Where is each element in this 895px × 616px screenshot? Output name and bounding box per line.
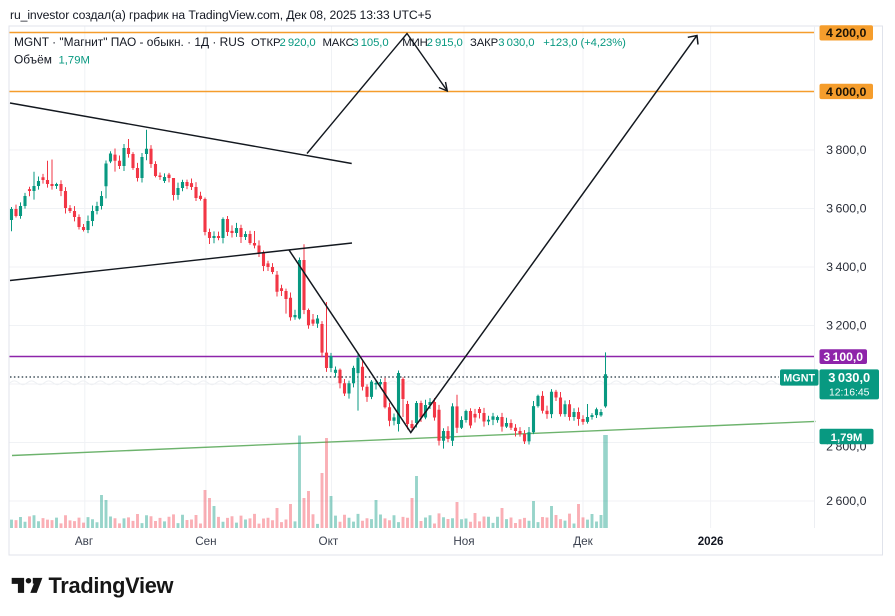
svg-text:3 200,0: 3 200,0: [826, 319, 866, 333]
svg-text:Ноя: Ноя: [453, 535, 474, 548]
svg-text:МИН: МИН: [402, 37, 427, 49]
svg-text:2 915,0: 2 915,0: [427, 37, 463, 49]
svg-text:2026: 2026: [698, 535, 724, 548]
svg-text:2 600,0: 2 600,0: [826, 494, 866, 508]
svg-text:3 800,0: 3 800,0: [826, 143, 866, 157]
svg-text:TradingView: TradingView: [49, 573, 174, 598]
svg-text:Окт: Окт: [319, 535, 339, 548]
svg-text:MGNT: MGNT: [783, 373, 815, 385]
svg-text:3 030,0: 3 030,0: [498, 37, 534, 49]
svg-text:3 600,0: 3 600,0: [826, 202, 866, 216]
svg-text:3 400,0: 3 400,0: [826, 260, 866, 274]
svg-text:1,79М: 1,79М: [831, 432, 863, 444]
svg-text:1,79М: 1,79М: [59, 55, 90, 67]
svg-text:+123,0 (+4,23%): +123,0 (+4,23%): [543, 37, 626, 49]
svg-text:Дек: Дек: [573, 535, 593, 548]
svg-text:МАКС: МАКС: [323, 37, 354, 49]
svg-text:Авг: Авг: [75, 535, 93, 548]
svg-text:3 100,0: 3 100,0: [823, 350, 863, 364]
svg-text:3 105,0: 3 105,0: [352, 37, 388, 49]
svg-text:12:16:45: 12:16:45: [829, 387, 870, 398]
svg-text:4 200,0: 4 200,0: [826, 26, 866, 40]
svg-text:ЗАКР: ЗАКР: [470, 37, 498, 49]
svg-text:Объём: Объём: [14, 53, 52, 67]
svg-text:Сен: Сен: [195, 535, 216, 548]
svg-text:4 000,0: 4 000,0: [826, 85, 866, 99]
svg-text:MGNT · "Магнит" ПАО - обыкн. ·: MGNT · "Магнит" ПАО - обыкн. · 1Д · RUS: [14, 35, 245, 49]
svg-text:ОТКР: ОТКР: [251, 37, 280, 49]
svg-text:2 920,0: 2 920,0: [280, 37, 316, 49]
svg-text:3 030,0: 3 030,0: [828, 370, 870, 385]
